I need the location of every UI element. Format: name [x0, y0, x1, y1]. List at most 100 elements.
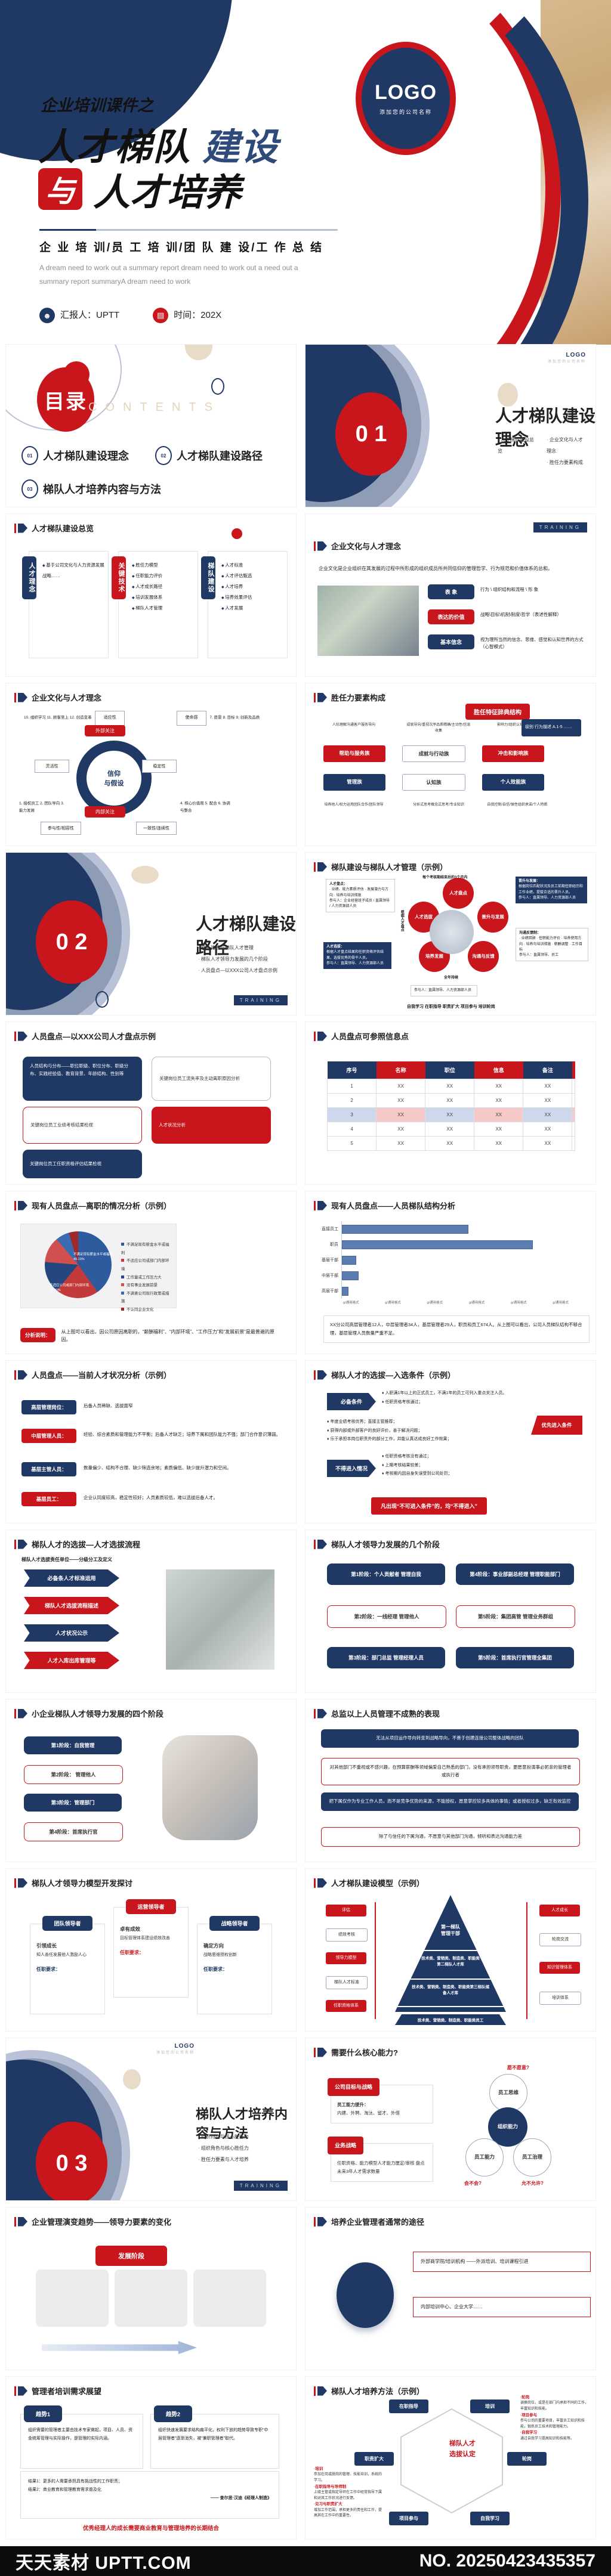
must-tag: 必备条件 [327, 1393, 376, 1410]
family-caption: 分析式思考概念式思考/专业知识 [413, 803, 464, 807]
selection-box: 人才选拔： 根据人才盘点结果和任职资格评估结果，选拔优秀的骨干人员。 参与人：直… [323, 942, 391, 970]
result-2: 结果2：商业教育和管理教育需求普及化 [28, 2488, 101, 2492]
status-tag: 高层管理岗位： [21, 1400, 76, 1414]
stage-box: 第2阶段：一线经理 管理他人 [327, 1605, 446, 1628]
list-item: 人才评估甄选 [221, 571, 287, 581]
annotation-right: ·轮岗 调换岗位，或是在部门内承担不同的工作，丰富知识和技能。 ·项目参与 参与公司… [520, 2395, 589, 2441]
card-text: 战略思维授权创新 [203, 1953, 237, 1957]
info-table: 序号 名称 职位 信息 备注 1 XX XX XX XX 2 XX XX XX XX 3 XX XX [326, 1061, 575, 1151]
slide-core-capability: 需要什么核心能力? 公司目标与战略 员工能力提升： 内建、外聘、淘汰、留才、外借… [306, 2038, 595, 2200]
cycle-center-photo [430, 910, 474, 954]
row-tag: 基本信念 [428, 634, 474, 649]
bar-chart: 直接员工 职员 基层干部 中层干部 高层干部 g/通用格式 g/通用格式 g/通用格… [322, 1221, 569, 1305]
table-row: 5 XX XX XX XX [326, 1136, 575, 1151]
question-allowed: 允不允许? [521, 2181, 544, 2186]
card-tag: 战略领导者 [209, 1916, 260, 1931]
row-text: 战略\目标\机制\制度\哲学（表述性解释） [480, 612, 561, 617]
decorative-sphere [337, 2262, 394, 2328]
title-part-black2: 人才培养 [93, 172, 242, 213]
family-row-2: 管理族 认知族 个人效能族 [323, 774, 544, 791]
slide-title: 人员盘点—以XXX公司人才盘点示例 [32, 1032, 156, 1041]
slide-title: 管理者培训需求展望 [32, 2387, 102, 2396]
pyramid-chip: 培训体系 [539, 1992, 581, 2005]
bar [342, 1271, 359, 1280]
mission-tag: 使命感 [177, 711, 206, 726]
toc-beige-decoration [185, 345, 212, 360]
cycle-note-top: 每个考核期结束后的3个月内 [422, 876, 468, 880]
logo-text: LOGO [374, 81, 437, 104]
slide-section-01: LOGO 添加您的公司名称 0 1 人才梯队建设理念 人才梯队建设总览 企业文化… [306, 345, 595, 507]
table-row-highlighted: 3 XX XX XX XX [326, 1107, 575, 1122]
method-node: 项目参与 [389, 2512, 428, 2525]
section-bullet: 人员盘点—以XXX公司人才盘点示例 [198, 965, 288, 976]
toc-num-icon: 02 [155, 446, 172, 465]
stability-box: 稳定性 [142, 760, 177, 773]
cover-title-line2: 与 人才培养 [38, 162, 241, 216]
stage-box: 第4阶段：首席执行官 [24, 1822, 123, 1841]
beige-dot [131, 866, 159, 884]
status-row-2: 中层管理人员： 经验、综合素质和管理能力不平衡；后备人才缺乏；培养下属和团队能力… [21, 1429, 284, 1443]
immature-bar: 除了与信任的下属沟通，不愿意与其他部门沟通，倾听和表达沟通能力差 [321, 1827, 580, 1847]
slide-title: 人员盘点可参照信息点 [331, 1032, 409, 1041]
column-tab: 关键技术 [112, 556, 126, 599]
overview-col-2: 关键技术 胜任力模型 任职能力评价 人才成长路径 培训发展体系 梯队人才管理 [112, 551, 198, 658]
bar-label: 基层干部 [322, 1258, 338, 1262]
slide-toc: 目录 CONTENTS 01 人才梯队建设理念 02 人才梯队建设路径 03 梯… [6, 345, 296, 507]
internal-focus-tag: 内部关注 [85, 806, 125, 818]
level-description-box: 级别 行为描述 A.1-5 …… [521, 719, 581, 736]
title-marker-icon [317, 1370, 327, 1380]
strategy-box-2: 业务战略 任职资格、能力模型人才能力厘定/审核 盘点未来3年人才需求数量 [328, 2137, 433, 2182]
analysis-note: 分析说明： 从上图可以看出，因公司原因离职的，“薪酬福利”、“内部环境”、“工作… [20, 1327, 283, 1344]
family-box: 帮助与服务族 [323, 745, 385, 762]
slide-section-02: 0 2 人才梯队建设路径 梯队建设与梯队人才管理 梯队人才领导力发展的几个阶段 … [6, 853, 296, 1015]
card-head: 确定方向 [203, 1943, 224, 1949]
adaptability-list: 10. 组织学习 11. 顾客至上 12. 创造变革 适应性 [24, 711, 125, 726]
pyramid-chip: 梯队人才标准 [326, 1976, 368, 1989]
list-item: 基于公司文化与人力资源发展战略…… [42, 560, 108, 581]
culture-row-2: 表达的价值 战略\目标\机制\制度\哲学（表述性解释） [428, 609, 588, 624]
deny-tag: 不得进入情况 [327, 1460, 376, 1477]
title-marker-icon [18, 1370, 27, 1380]
slide-immature-signs: 总监以上人员管理不成熟的表现 无法从项目运作导向转变到战略导向，不善于创建连接公… [306, 1699, 595, 1862]
method-node: 培训 [470, 2399, 510, 2413]
inventory-box-3: 关键岗位员工业绩考核结果检视 [23, 1107, 142, 1144]
trend-tag-1: 趋势1 [24, 2405, 62, 2422]
legend-item: 没有事业发展前景 [121, 1281, 172, 1290]
section-number: 0 2 [36, 900, 107, 984]
flow-step-1: 必备条人才标准运用 [24, 1569, 119, 1587]
status-tag: 基层员工： [21, 1492, 76, 1506]
meeting-photo [166, 1569, 274, 1670]
stage-box: 第5阶段：集团高管 管理业务群组 [456, 1605, 575, 1628]
slide-title: 企业文化与人才理念 [331, 542, 402, 551]
inventory-box-2: 关键岗位员工流失率及主动离职原因分析 [152, 1057, 271, 1101]
title-marker-icon [317, 1031, 327, 1041]
involvement-list: 1. 授权员工 2. 团队导向 3. 能力发展 [19, 801, 64, 813]
toc-item-3: 03 梯队人才培养内容与方法 [21, 479, 161, 499]
bar-label: 职员 [330, 1243, 338, 1247]
pyramid-level-2: 技术类、营销类、制造类、职能类第二梯队人才库 [421, 1956, 480, 1967]
venn-governance: 员工治理 [513, 2138, 551, 2176]
family-box: 个人效能族 [482, 774, 544, 791]
legend-item: 不满意公司现行政策或措施 [121, 1291, 169, 1304]
title-marker-icon [317, 1708, 327, 1719]
stage-box: 第3阶段：部门总监 管理经理人员 [327, 1647, 445, 1668]
status-row-1: 高层管理岗位： 后备人员稀缺、选拔面窄 [21, 1400, 284, 1414]
status-tag: 基层主管人员： [21, 1462, 76, 1476]
bar [342, 1286, 348, 1296]
section-circle-group: 0 1 [306, 345, 430, 507]
pyramid-chip: 绩效考核 [326, 1928, 368, 1942]
slide-title: 现有人员盘点——人员梯队结构分析 [331, 1202, 456, 1210]
slide-section-03: LOGO 添加您的公司名称 0 3 梯队人才培养内容与方法 组织特征与核心胜任力… [6, 2038, 296, 2200]
beige-dot [498, 383, 518, 407]
row-tag: 表 象 [428, 584, 474, 599]
circle-decoration [95, 991, 109, 1008]
row-text: 视为理所当然的信念、思维、感觉和认知世界的方式（心智模式） [480, 637, 584, 649]
question-willing: 愿不愿意? [507, 2065, 529, 2070]
card-tag: 运营领导者 [126, 1899, 176, 1914]
slide-title: 梯队建设与梯队人才管理（示例） [331, 863, 448, 872]
left-axis-line [375, 1902, 376, 2019]
priority-tag: 优先进入条件 [531, 1416, 582, 1435]
title-marker-icon [317, 2386, 327, 2396]
row-tag: 表达的价值 [428, 609, 474, 624]
cover-slide: LOGO 添加您的公司名称 企业培训课件之 人才梯队 建设 与 人才培养 企 业… [0, 0, 611, 345]
